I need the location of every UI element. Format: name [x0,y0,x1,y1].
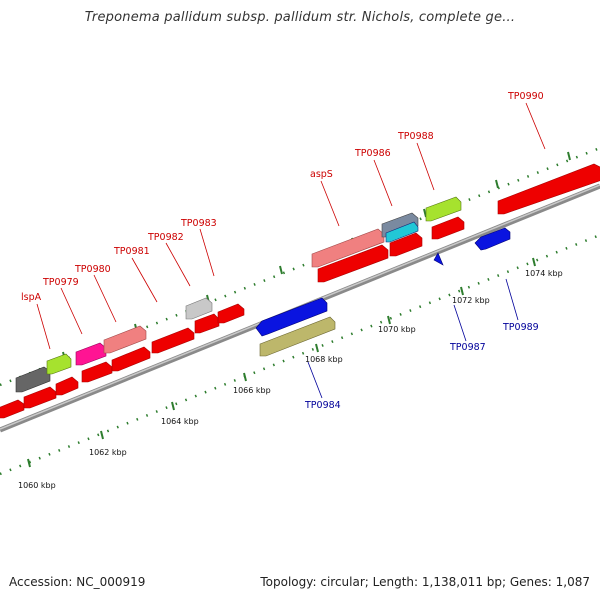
gene-red-8[interactable] [389,232,423,257]
label-TP0984[interactable]: TP0984 [304,400,341,411]
scale-label-1060: 1060 kbp [18,481,56,490]
gene-TP0988[interactable] [425,196,462,222]
gene-TP0983[interactable] [194,313,220,334]
scale-label-1074: 1074 kbp [525,269,563,278]
tick-1070 [387,315,391,325]
label-TP0982[interactable]: TP0982 [147,232,184,243]
gene-red-4[interactable] [81,361,113,383]
label-TP0979[interactable]: TP0979 [42,277,79,288]
gene-TP0981[interactable] [111,346,151,372]
bottom-leader-lines [307,278,519,399]
upper-tick-8 [567,151,571,161]
gene-red-3[interactable] [55,376,79,396]
tick-1064 [171,401,175,411]
label-TP0981[interactable]: TP0981 [113,246,150,257]
label-TP0986[interactable]: TP0986 [354,148,391,159]
gene-TP0980[interactable] [103,325,147,354]
gene-blue-1[interactable] [255,297,328,337]
top-leader-lines [36,102,546,350]
label-TP0980[interactable]: TP0980 [74,264,111,275]
scale-label-1066: 1066 kbp [233,386,271,395]
label-TP0987[interactable]: TP0987 [449,342,486,353]
tick-1060 [27,458,31,468]
gene-TP0990[interactable] [497,163,600,215]
tick-1072 [460,286,464,296]
scale-label-1070: 1070 kbp [378,325,416,334]
scale-label-1062: 1062 kbp [89,448,127,457]
upper-tick-6 [423,208,427,218]
label-TP0990[interactable]: TP0990 [507,91,544,102]
label-lspA[interactable]: lspA [21,292,42,303]
label-TP0983[interactable]: TP0983 [180,218,217,229]
tick-1066 [243,372,247,382]
tick-1062 [100,430,104,440]
reverse-strand-genes [255,227,511,357]
gene-cyan[interactable] [385,221,419,243]
gene-red-1[interactable] [0,399,25,419]
gene-TP0987[interactable] [433,252,444,266]
genome-summary-text: Topology: circular; Length: 1,138,011 bp… [260,575,590,589]
bottom-gene-labels: TP0984 TP0987 TP0989 [304,322,539,411]
scale-ticks [27,257,536,468]
gene-TP0984[interactable] [259,316,336,357]
forward-strand-genes [0,163,600,419]
top-gene-labels: lspA TP0979 TP0980 TP0981 TP0982 TP0983 … [21,91,544,303]
tick-1068 [315,343,319,353]
map-title: Treponema pallidum subsp. pallidum str. … [84,10,516,25]
gene-red-9[interactable] [431,216,465,240]
gene-red-7[interactable] [317,244,389,283]
label-aspS[interactable]: aspS [310,169,333,180]
gene-TP0979[interactable] [75,342,107,366]
label-TP0988[interactable]: TP0988 [397,131,434,142]
gene-red-5[interactable] [151,327,195,354]
gene-lspA[interactable] [46,353,72,375]
upper-tick-7 [495,179,499,189]
gene-grey-dark[interactable] [15,366,51,393]
scale-labels: 1060 kbp 1062 kbp 1064 kbp 1066 kbp 1068… [18,269,563,490]
scale-label-1068: 1068 kbp [305,355,343,364]
gene-red-6[interactable] [217,303,245,324]
accession-text: Accession: NC_000919 [9,575,146,589]
label-TP0989[interactable]: TP0989 [502,322,539,333]
upper-tick-4 [279,265,283,275]
gene-TP0982[interactable] [185,297,213,320]
gene-aspS[interactable] [311,228,385,268]
scale-label-1072: 1072 kbp [452,296,490,305]
gene-TP0989[interactable] [474,227,511,251]
tick-1074 [532,257,536,267]
gene-red-2[interactable] [23,386,57,409]
scale-label-1064: 1064 kbp [161,417,199,426]
